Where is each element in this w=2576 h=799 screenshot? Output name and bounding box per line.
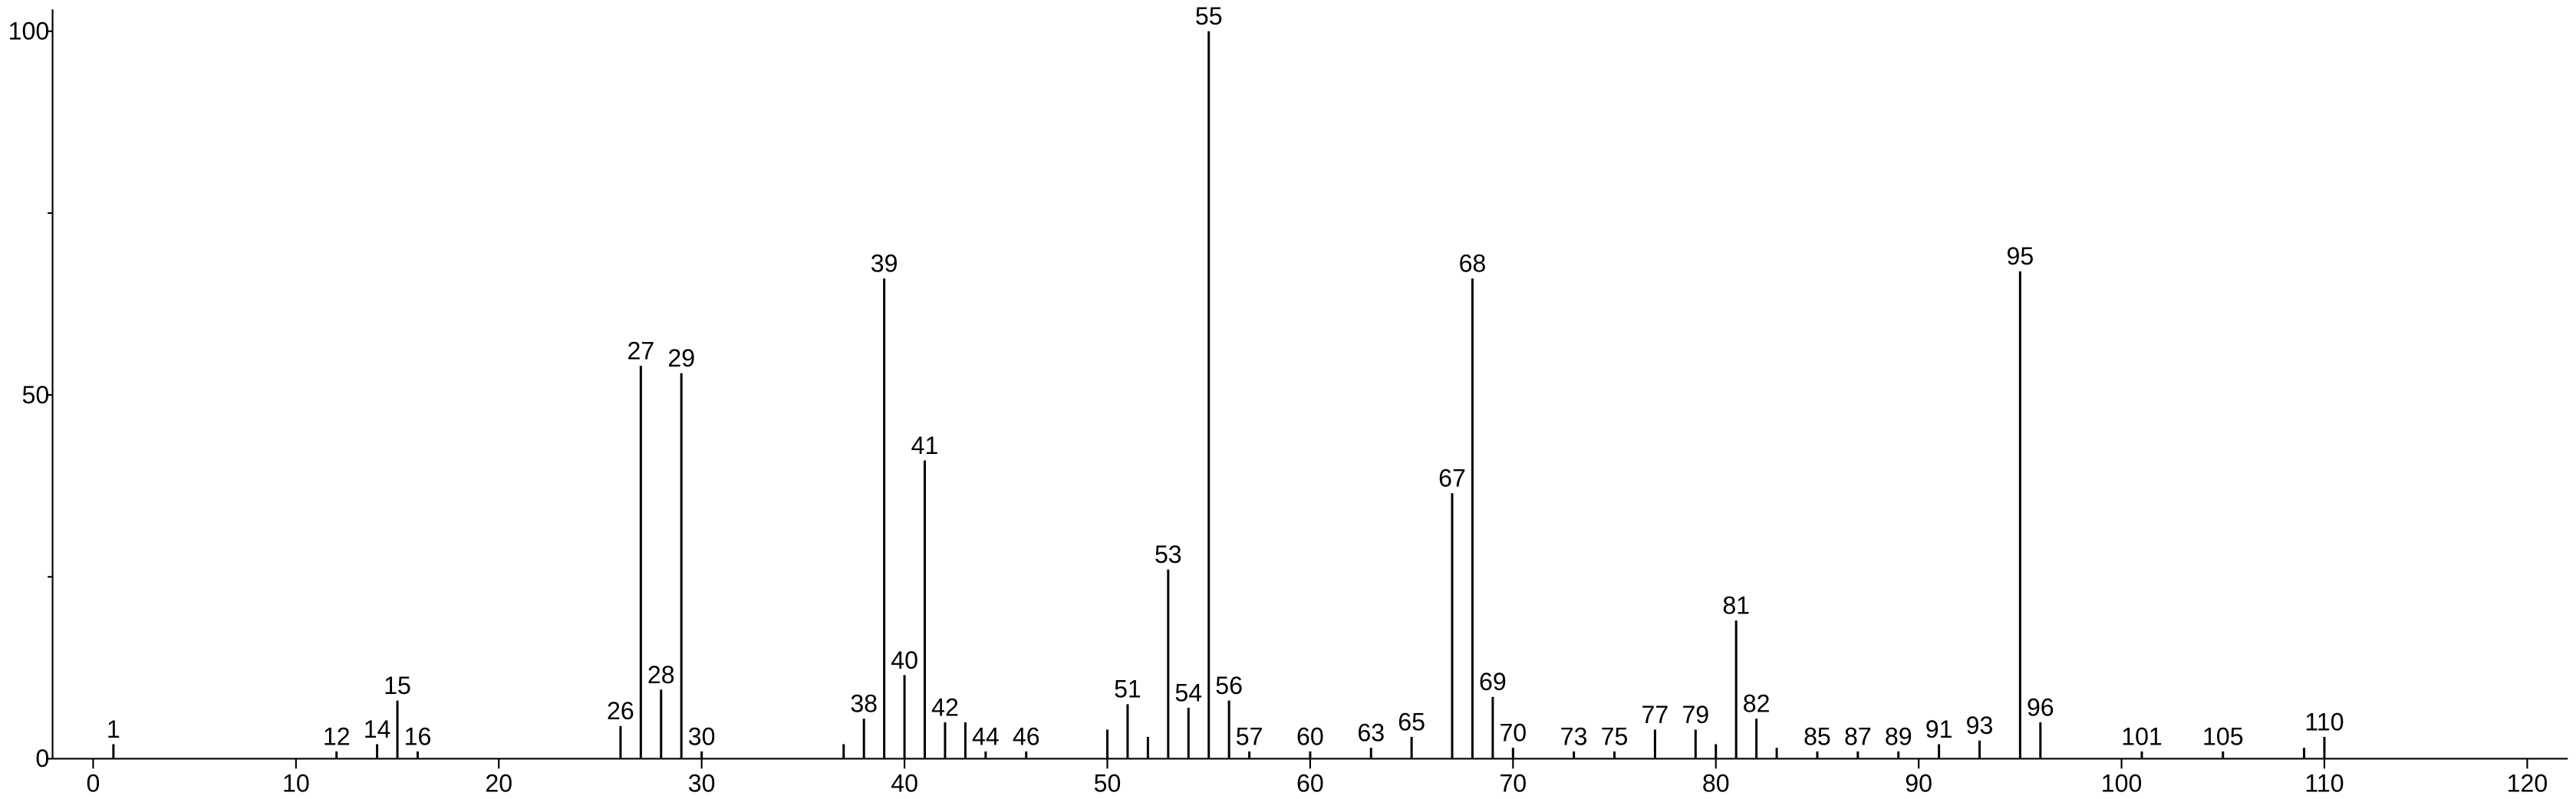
x-tick-label: 40 [891,769,918,797]
peak-label: 42 [931,693,959,721]
x-tick-label: 30 [688,769,716,797]
peak-label: 15 [384,672,411,699]
x-tick-label: 10 [282,769,310,797]
x-tick-label: 70 [1499,769,1527,797]
peak-label: 73 [1560,722,1588,750]
peak-label: 39 [871,250,898,278]
peak-label: 110 [2304,708,2344,735]
peak-label: 1 [107,715,120,743]
x-tick-label: 90 [1905,769,1932,797]
x-tick-label: 60 [1296,769,1324,797]
peak-label: 63 [1357,719,1385,747]
peak-label: 85 [1804,722,1831,750]
peak-label: 30 [688,722,716,750]
peak-label: 38 [850,690,878,718]
x-tick-label: 100 [2101,769,2143,797]
peak-label: 55 [1195,2,1223,30]
peak-label: 16 [404,722,432,750]
peak-label: 40 [891,646,918,674]
peak-label: 101 [2121,722,2163,750]
y-tick-label: 100 [8,17,50,44]
peak-label: 96 [2027,693,2054,721]
x-tick-label: 0 [86,769,100,797]
x-tick-label: 120 [2507,769,2548,797]
peak-label: 41 [911,432,939,459]
peak-label: 79 [1682,701,1709,728]
peak-label: 44 [972,722,1000,750]
peak-label: 93 [1966,712,1994,739]
peak-label: 26 [607,697,634,725]
peak-label: 46 [1013,722,1040,750]
peak-label: 95 [2007,242,2034,270]
x-tick-label: 20 [485,769,512,797]
x-tick-label: 50 [1094,769,1122,797]
peak-label: 82 [1743,690,1771,718]
peak-label: 91 [1925,715,1953,743]
peak-label: 27 [627,337,654,365]
peak-label: 69 [1479,668,1507,695]
y-tick-label: 50 [22,381,50,409]
peak-label: 56 [1215,672,1243,699]
peak-label: 12 [323,722,351,750]
y-tick-label: 0 [35,745,49,772]
peak-label: 68 [1459,250,1487,278]
peak-label: 28 [647,661,675,689]
peak-label: 54 [1174,679,1202,706]
peak-label: 29 [667,344,695,372]
peak-label: 14 [364,715,391,743]
peak-label: 77 [1642,701,1669,728]
peak-label: 57 [1236,722,1263,750]
peak-label: 75 [1601,722,1629,750]
peak-label: 67 [1438,465,1466,492]
peak-label: 53 [1155,541,1182,568]
peak-label: 51 [1114,676,1141,703]
peak-label: 89 [1885,722,1912,750]
peak-label: 81 [1722,592,1750,620]
x-tick-label: 110 [2304,769,2344,797]
peak-label: 65 [1398,708,1425,735]
x-tick-label: 80 [1702,769,1730,797]
peak-label: 105 [2202,722,2244,750]
peak-label: 60 [1296,722,1324,750]
peak-label: 70 [1499,719,1527,747]
peak-label: 87 [1844,722,1872,750]
